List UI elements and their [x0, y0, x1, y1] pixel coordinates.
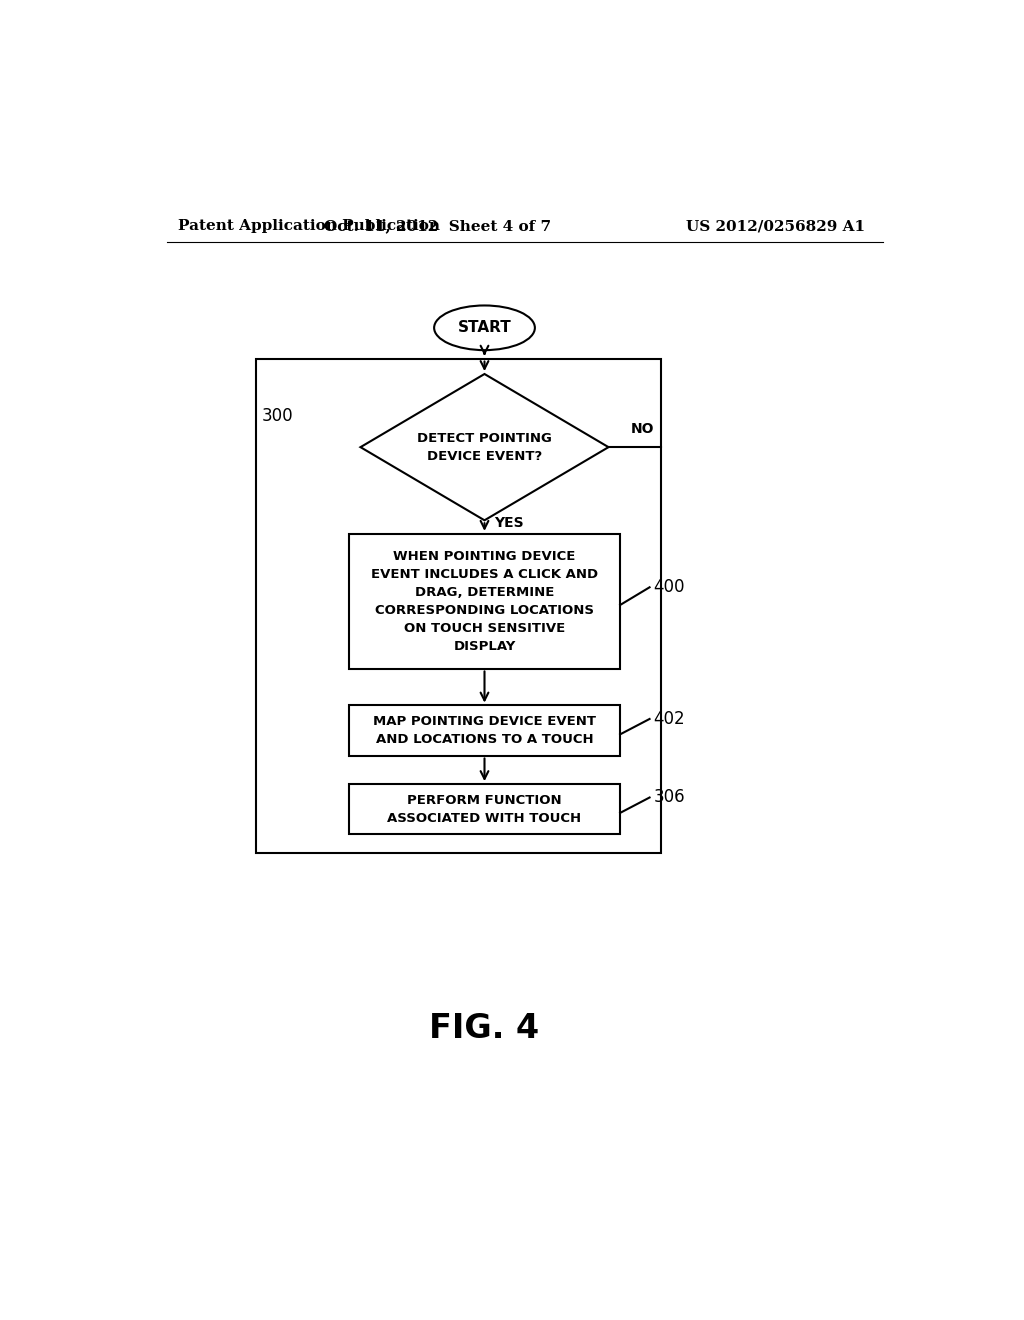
- Text: DETECT POINTING
DEVICE EVENT?: DETECT POINTING DEVICE EVENT?: [417, 432, 552, 462]
- Text: PERFORM FUNCTION
ASSOCIATED WITH TOUCH: PERFORM FUNCTION ASSOCIATED WITH TOUCH: [387, 793, 582, 825]
- Bar: [256, 359, 662, 853]
- Text: FIG. 4: FIG. 4: [429, 1012, 540, 1045]
- Text: Oct. 11, 2012  Sheet 4 of 7: Oct. 11, 2012 Sheet 4 of 7: [325, 219, 552, 234]
- Text: YES: YES: [494, 516, 523, 531]
- Text: MAP POINTING DEVICE EVENT
AND LOCATIONS TO A TOUCH: MAP POINTING DEVICE EVENT AND LOCATIONS …: [373, 715, 596, 746]
- Text: US 2012/0256829 A1: US 2012/0256829 A1: [686, 219, 865, 234]
- Text: START: START: [458, 321, 511, 335]
- Text: 300: 300: [262, 408, 294, 425]
- Text: Patent Application Publication: Patent Application Publication: [178, 219, 440, 234]
- Text: 400: 400: [653, 578, 685, 597]
- Bar: [349, 705, 621, 755]
- Bar: [349, 784, 621, 834]
- Bar: [349, 533, 621, 668]
- Text: 306: 306: [653, 788, 685, 807]
- Text: WHEN POINTING DEVICE
EVENT INCLUDES A CLICK AND
DRAG, DETERMINE
CORRESPONDING LO: WHEN POINTING DEVICE EVENT INCLUDES A CL…: [371, 549, 598, 652]
- Text: NO: NO: [631, 421, 654, 436]
- Text: 402: 402: [653, 710, 685, 727]
